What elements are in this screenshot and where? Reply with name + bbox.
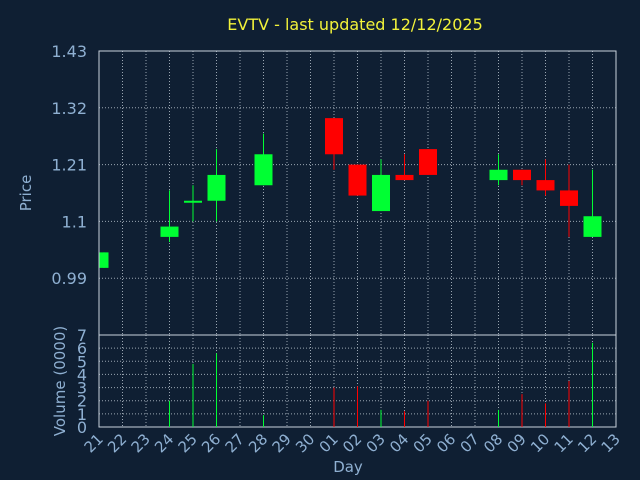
price-axis-label: Price — [17, 175, 35, 212]
chart-title: EVTV - last updated 12/12/2025 — [227, 15, 483, 34]
candle-body — [184, 200, 202, 203]
candle — [372, 159, 390, 212]
candle — [560, 164, 578, 237]
volume-y-tick-label: 4 — [77, 365, 87, 384]
candle — [254, 133, 273, 186]
volume-y-tick-label: 0 — [77, 418, 87, 437]
candle-body — [419, 149, 437, 175]
price-y-tick-label: 1.32 — [51, 99, 87, 118]
candle-body — [489, 169, 508, 181]
x-ticks: 2122232425262728293001020304050607080910… — [81, 430, 624, 456]
volume-y-tick-label: 7 — [77, 326, 87, 345]
candle — [325, 118, 343, 170]
candle — [99, 252, 109, 268]
candle-body — [325, 118, 343, 155]
candle — [583, 169, 602, 237]
volume-axis-label: Volume (0000) — [51, 326, 69, 436]
candle-body — [560, 190, 578, 206]
volume-y-tick-label: 6 — [77, 339, 87, 358]
volume-y-tick-label: 3 — [77, 379, 87, 398]
price-y-tick-label: 1.43 — [51, 42, 87, 61]
candle — [160, 190, 179, 243]
price-y-tick-label: 0.99 — [51, 269, 87, 288]
candle — [184, 185, 202, 222]
candle-body — [583, 216, 602, 237]
price-y-tick-label: 1.1 — [62, 212, 87, 231]
volume-y-tick-label: 1 — [77, 405, 87, 424]
price-y-tick-label: 1.21 — [51, 156, 87, 175]
candle-body — [160, 226, 179, 237]
candle — [489, 154, 508, 186]
candle — [207, 149, 226, 222]
candle — [348, 164, 367, 196]
candle-body — [395, 174, 414, 181]
volume-y-tick-label: 2 — [77, 392, 87, 411]
candle-body — [99, 252, 109, 268]
candle-body — [513, 169, 531, 181]
candle — [513, 169, 531, 186]
price-panel: 0.99 1.1 1.21 1.32 1.43 Price — [17, 42, 617, 336]
candle — [536, 159, 555, 196]
x-axis-label: Day — [333, 458, 363, 476]
candle-body — [254, 154, 273, 186]
candle-body — [207, 174, 226, 201]
candlesticks — [99, 118, 602, 268]
candle — [395, 154, 414, 181]
candle-body — [348, 164, 367, 196]
price-y-ticks: 0.99 1.1 1.21 1.32 1.43 — [51, 42, 87, 288]
candle — [419, 149, 437, 175]
volume-bars — [169, 342, 593, 427]
volume-y-tick-label: 5 — [77, 352, 87, 371]
candle-body — [536, 180, 555, 191]
candle-body — [372, 174, 390, 212]
